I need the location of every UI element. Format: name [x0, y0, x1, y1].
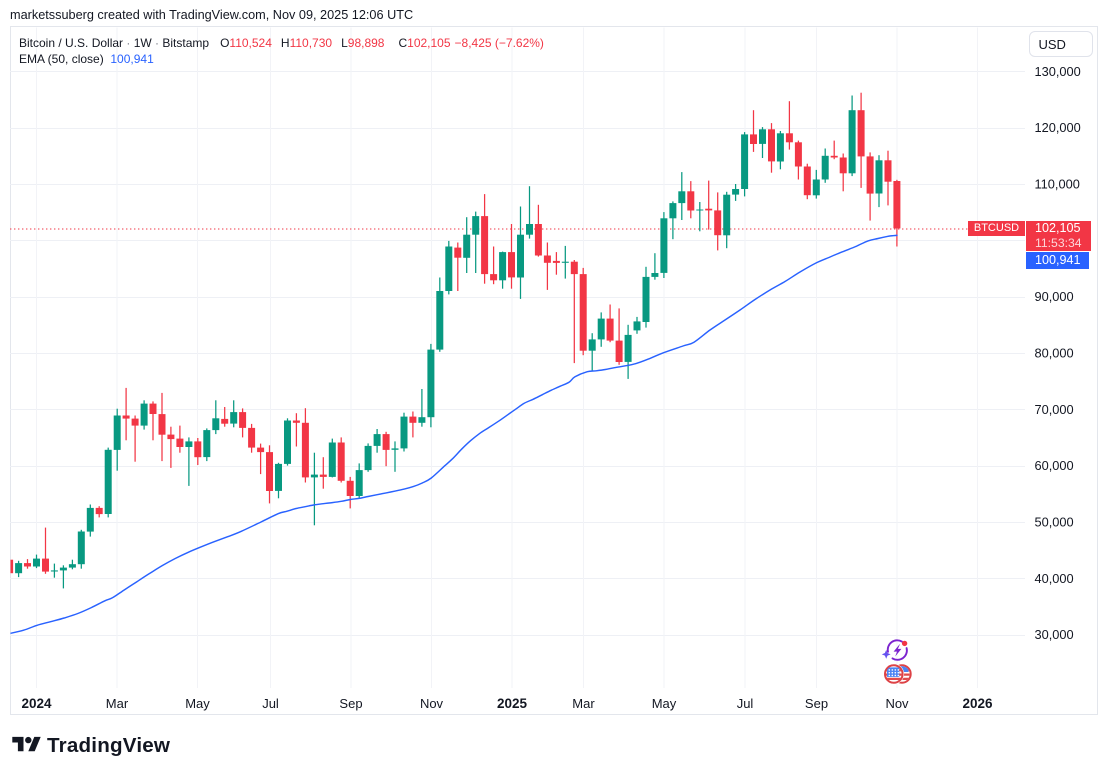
svg-text:Nov: Nov [420, 696, 444, 711]
svg-text:30,000: 30,000 [1035, 627, 1074, 642]
svg-text:60,000: 60,000 [1035, 458, 1074, 473]
svg-text:May: May [185, 696, 210, 711]
svg-text:120,000: 120,000 [1035, 120, 1081, 135]
svg-text:Sep: Sep [805, 696, 828, 711]
svg-text:Jul: Jul [737, 696, 754, 711]
svg-text:70,000: 70,000 [1035, 402, 1074, 417]
svg-text:90,000: 90,000 [1035, 289, 1074, 304]
svg-text:Jul: Jul [262, 696, 279, 711]
svg-text:40,000: 40,000 [1035, 571, 1074, 586]
svg-text:Mar: Mar [572, 696, 595, 711]
svg-text:80,000: 80,000 [1035, 345, 1074, 360]
svg-text:Sep: Sep [339, 696, 362, 711]
svg-text:Mar: Mar [106, 696, 129, 711]
svg-text:Nov: Nov [885, 696, 909, 711]
svg-text:2026: 2026 [962, 696, 993, 711]
svg-text:2024: 2024 [21, 696, 52, 711]
svg-text:May: May [652, 696, 677, 711]
svg-text:110,000: 110,000 [1035, 177, 1080, 192]
svg-text:50,000: 50,000 [1035, 514, 1074, 529]
svg-text:130,000: 130,000 [1035, 64, 1081, 79]
svg-text:2025: 2025 [497, 696, 528, 711]
